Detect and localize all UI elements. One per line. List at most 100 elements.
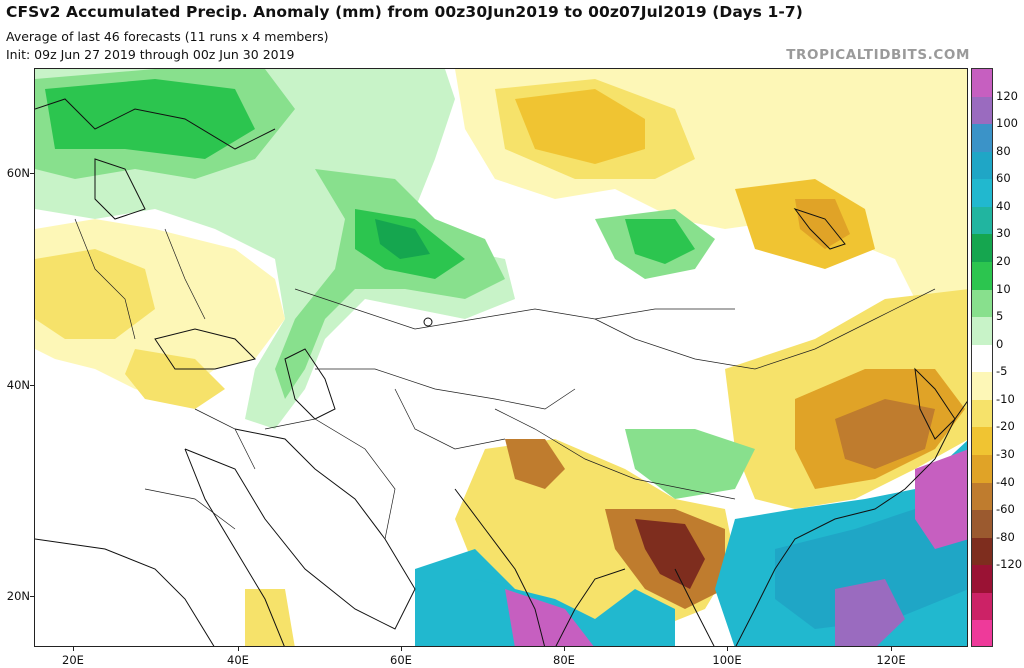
precip-anomaly-map	[34, 68, 968, 647]
dry-core-siberia	[515, 89, 645, 164]
colorbar-label: -40	[996, 474, 1015, 489]
colorbar-label: -60	[996, 502, 1015, 517]
lon-tick	[891, 647, 892, 651]
border-europe	[74, 218, 206, 340]
coast-arabia	[184, 428, 416, 630]
colorbar-label: 10	[996, 281, 1011, 296]
wet-core-scandinavia	[45, 79, 255, 159]
colorbar-label: -20	[996, 419, 1015, 434]
dry-zone-turkey	[125, 349, 225, 409]
colorbar-segment	[972, 179, 992, 208]
colorbar-label: 40	[996, 198, 1011, 213]
colorbar-label: 0	[996, 336, 1004, 351]
colorbar-label: 60	[996, 171, 1011, 186]
coast-india	[454, 488, 626, 646]
lat-tick	[30, 596, 34, 597]
lat-label-60n: 60N	[6, 166, 30, 180]
dry-max-china	[835, 399, 935, 469]
colorbar-segment	[972, 399, 992, 428]
coast-caspian	[284, 348, 336, 420]
coast-indochina	[674, 400, 967, 646]
map-canvas	[35, 69, 967, 646]
colorbar-label: -30	[996, 447, 1015, 461]
dry-core-baikal	[795, 199, 850, 249]
border-russia-kazakhstan	[294, 288, 735, 330]
colorbar-segment	[972, 262, 992, 291]
colorbar-segment	[972, 344, 992, 373]
lon-tick	[401, 647, 402, 651]
border-china-mongolia	[594, 288, 936, 370]
wet-core-central-asia	[625, 219, 695, 264]
wet-zone-mediterranean	[245, 589, 295, 646]
init-time-label: Init: 09z Jun 27 2019 through 00z Jun 30…	[6, 47, 295, 62]
colorbar-label: 100	[996, 116, 1018, 131]
lon-tick	[727, 647, 728, 651]
colorbar-segment	[972, 427, 992, 456]
lon-tick	[238, 647, 239, 651]
colorbar-label: -5	[996, 364, 1008, 379]
dry-max-bengal	[635, 519, 705, 589]
country-borders	[74, 218, 936, 540]
colorbar-segment	[972, 151, 992, 180]
colorbar-label: 5	[996, 309, 1004, 324]
colorbar-segment	[972, 565, 992, 594]
colorbar-label: -120	[996, 557, 1023, 572]
coast-korea	[914, 367, 956, 440]
wet-max-south-china-sea	[835, 579, 905, 646]
map-subtitle: Average of last 46 forecasts (11 runs x …	[6, 29, 329, 44]
colorbar-segment	[972, 510, 992, 539]
coast-black-sea	[154, 328, 256, 370]
colorbar-segment	[972, 234, 992, 263]
border-iran	[264, 418, 396, 540]
lon-label-100e: 100E	[712, 653, 742, 667]
lat-label-40n: 40N	[6, 378, 30, 392]
colorbar-segment	[972, 372, 992, 401]
wet-zone-himalaya	[625, 429, 755, 499]
lon-tick	[73, 647, 74, 651]
border-middle-east	[144, 408, 256, 530]
colorbar-segment	[972, 592, 992, 621]
coast-red-sea	[184, 448, 285, 646]
border-central-asia	[315, 368, 576, 450]
colorbar-segment	[972, 455, 992, 484]
colorbar-label: -10	[996, 391, 1015, 406]
lake-marker	[423, 317, 433, 327]
map-title: CFSv2 Accumulated Precip. Anomaly (mm) f…	[6, 3, 803, 21]
lon-label-60e: 60E	[390, 653, 412, 667]
colorbar-label: -80	[996, 529, 1015, 544]
dry-core-balkans	[35, 249, 155, 339]
wet-zone-urals	[275, 169, 505, 399]
colorbar-segment	[972, 317, 992, 346]
coast-africa	[35, 538, 215, 646]
colorbar-segment	[972, 96, 992, 125]
wet-max-urals	[375, 219, 430, 259]
colorbar-label: 20	[996, 254, 1011, 268]
colorbar-segment	[972, 482, 992, 511]
brand-watermark: TROPICALTIDBITS.COM	[786, 47, 970, 63]
coast-baltic	[94, 158, 146, 220]
lon-tick	[564, 647, 565, 651]
wet-max-bay-of-bengal	[505, 589, 594, 646]
lat-tick	[30, 173, 34, 174]
colorbar-segment	[972, 289, 992, 318]
coast-lake-baikal	[793, 208, 846, 250]
lat-label-20n: 20N	[6, 589, 30, 603]
coastlines	[35, 98, 967, 646]
lon-label-120e: 120E	[876, 653, 906, 667]
colorbar	[971, 68, 993, 647]
colorbar-segment	[972, 124, 992, 153]
lon-label-20e: 20E	[62, 653, 84, 667]
colorbar-label: 30	[996, 226, 1011, 241]
coast-arctic-europe	[35, 98, 276, 150]
colorbar-label: 80	[996, 143, 1011, 158]
colorbar-label: 120	[996, 88, 1018, 103]
dry-zone-pakistan	[505, 439, 565, 489]
lat-tick	[30, 385, 34, 386]
colorbar-segment	[972, 537, 992, 566]
colorbar-segment	[972, 620, 992, 646]
border-india-china	[494, 408, 736, 500]
lon-label-40e: 40E	[227, 653, 249, 667]
lon-label-80e: 80E	[553, 653, 575, 667]
colorbar-segment	[972, 69, 992, 98]
colorbar-segment	[972, 206, 992, 235]
